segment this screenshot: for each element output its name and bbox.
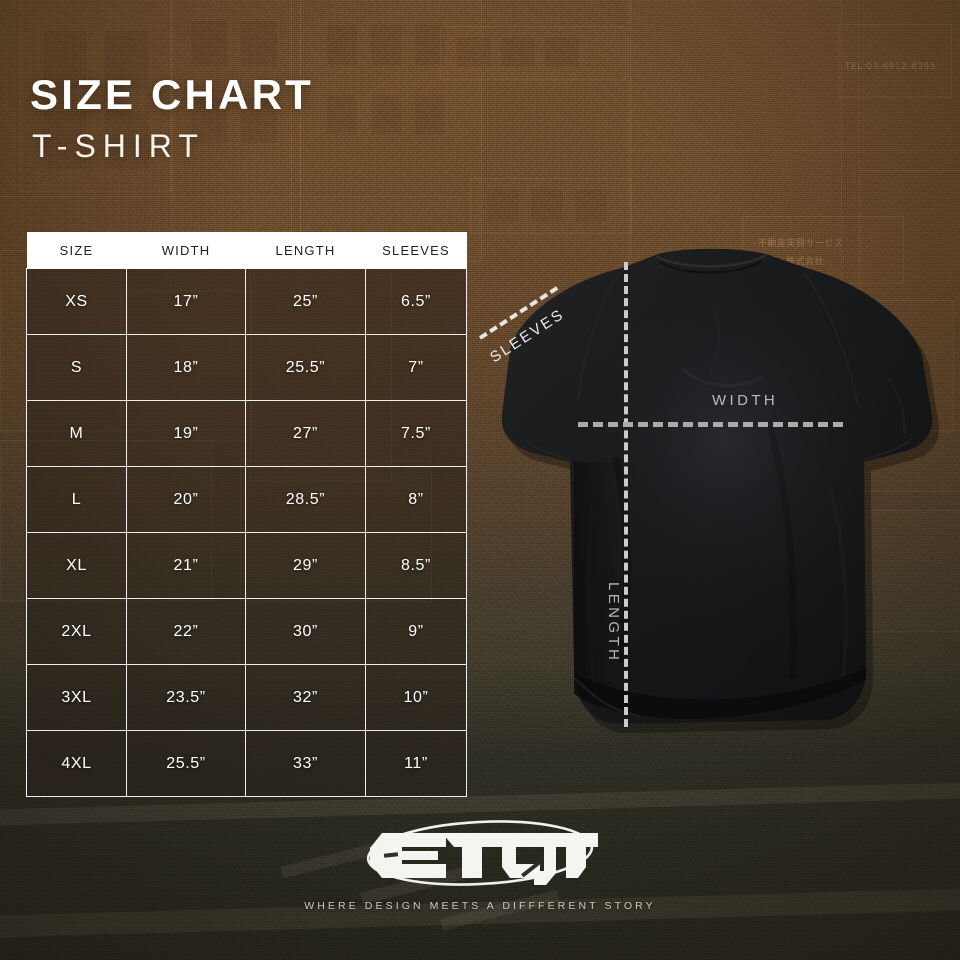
cell-length: 33” [245,730,366,797]
background-sign-tel: TEL:03-6912-8395 [845,62,936,72]
cell-length: 28.5” [245,466,366,533]
cell-sleeves: 8.5” [365,532,467,599]
cell-width: 17” [126,268,246,335]
cell-width: 18” [126,334,246,401]
background-sign-company: 株式会社 [786,254,824,267]
cell-size: S [26,334,127,401]
cell-size: 4XL [26,730,127,797]
page-title: SIZE CHART [30,71,314,118]
column-header-width: WIDTH [126,232,246,269]
cell-sleeves: 10” [365,664,467,731]
cell-width: 22” [126,598,246,665]
cell-sleeves: 8” [365,466,467,533]
width-label: WIDTH [712,392,779,409]
table-row: L 20” 28.5” 8” [26,466,467,533]
length-measurement-line [624,262,628,727]
cell-length: 27” [245,400,366,467]
cell-sleeves: 11” [365,730,467,797]
table-row: 4XL 25.5” 33” 11” [26,730,467,797]
tshirt-illustration [501,248,940,733]
cell-size: XS [26,268,127,335]
column-header-sleeves: SLEEVES [365,232,467,269]
tshirt-diagram: WIDTH LENGTH SLEEVES [470,248,960,748]
cell-length: 32” [245,664,366,731]
background-sign-shop: 不動産実務サービス [758,236,844,249]
cell-size: XL [26,532,127,599]
page-subtitle: T-SHIRT [32,128,205,164]
poster-heading-group: SIZE CHART T-SHIRT [30,71,314,164]
brand-tagline: WHERE DESIGN MEETS A DIFFFERENT STORY [304,900,656,912]
width-measurement-line [578,422,843,427]
size-chart-table: SIZE WIDTH LENGTH SLEEVES XS 17” 25” 6.5… [26,232,467,797]
table-row: 2XL 22” 30” 9” [26,598,467,665]
cell-length: 25.5” [245,334,366,401]
cell-sleeves: 7.5” [365,400,467,467]
logo-wordmark [370,833,598,885]
cell-sleeves: 7” [365,334,467,401]
etqt-logo [366,820,598,886]
cell-size: 3XL [26,664,127,731]
table-row: 3XL 23.5” 32” 10” [26,664,467,731]
cell-length: 25” [245,268,366,335]
cell-width: 23.5” [126,664,246,731]
length-label: LENGTH [605,582,622,664]
table-row: M 19” 27” 7.5” [26,400,467,467]
cell-length: 29” [245,532,366,599]
table-row: XL 21” 29” 8.5” [26,532,467,599]
cell-size: L [26,466,127,533]
cell-width: 21” [126,532,246,599]
cell-sleeves: 6.5” [365,268,467,335]
footer-brand-block: WHERE DESIGN MEETS A DIFFFERENT STORY [0,815,960,912]
column-header-length: LENGTH [245,232,366,269]
cell-size: 2XL [26,598,127,665]
cell-width: 20” [126,466,246,533]
logo-notch-accents [383,852,541,878]
logo-ellipse-icon [366,820,594,886]
cell-length: 30” [245,598,366,665]
table-header-row: SIZE WIDTH LENGTH SLEEVES [26,232,467,269]
cell-sleeves: 9” [365,598,467,665]
cell-width: 19” [126,400,246,467]
table-row: S 18” 25.5” 7” [26,334,467,401]
column-header-size: SIZE [26,232,127,269]
cell-size: M [26,400,127,467]
table-row: XS 17” 25” 6.5” [26,268,467,335]
cell-width: 25.5” [126,730,246,797]
